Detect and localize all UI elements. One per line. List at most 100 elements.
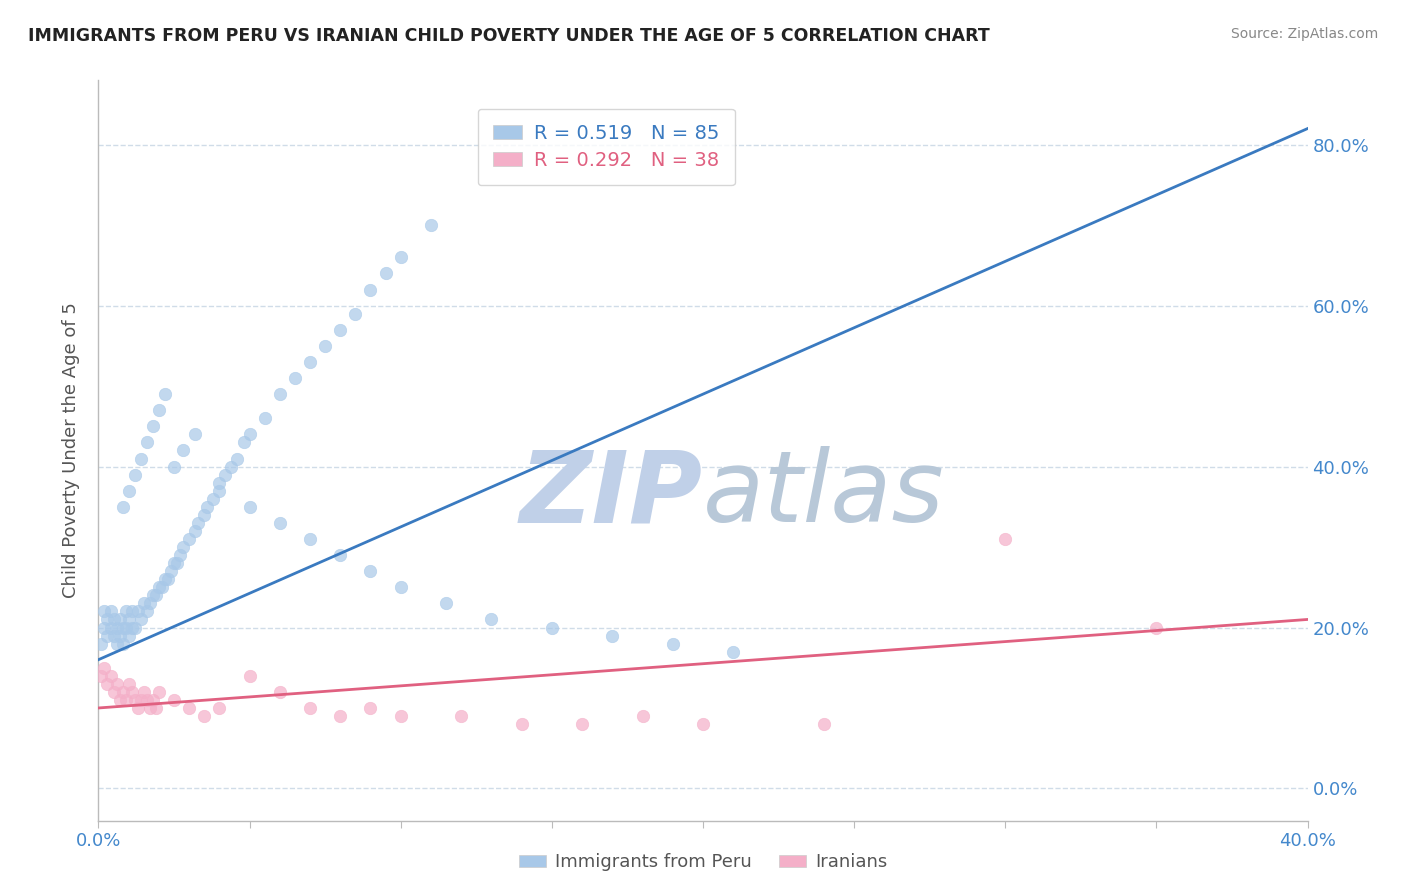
Point [344,307,367,321]
Point [360,283,382,297]
Point [329,323,352,337]
Point [129,451,152,466]
Point [100,669,122,683]
Point [96,677,118,691]
Point [314,339,336,353]
Point [148,580,170,594]
Point [142,693,165,707]
Point [450,709,472,723]
Point [105,677,128,691]
Point [160,564,183,578]
Point [172,443,194,458]
Text: IMMIGRANTS FROM PERU VS IRANIAN CHILD POVERTY UNDER THE AGE OF 5 CORRELATION CHA: IMMIGRANTS FROM PERU VS IRANIAN CHILD PO… [28,27,990,45]
Point [661,637,683,651]
Point [208,483,231,498]
Point [142,588,165,602]
Point [121,685,143,699]
Point [103,612,125,626]
Point [153,572,176,586]
Point [269,685,291,699]
Legend: R = 0.519   N = 85, R = 0.292   N = 38: R = 0.519 N = 85, R = 0.292 N = 38 [478,109,735,186]
Point [179,701,201,715]
Point [114,620,136,634]
Point [90,637,112,651]
Point [111,500,134,514]
Point [214,467,236,482]
Point [145,701,167,715]
Point [253,411,276,425]
Point [132,685,155,699]
Point [187,516,209,530]
Point [129,612,152,626]
Point [111,685,134,699]
Point [153,387,176,401]
Point [299,532,322,546]
Point [420,218,443,232]
Point [111,620,134,634]
Point [93,661,115,675]
Point [360,701,382,715]
Point [163,693,186,707]
Point [239,669,262,683]
Point [139,701,162,715]
Point [239,427,262,442]
Point [284,371,307,385]
Point [269,516,291,530]
Point [90,669,112,683]
Point [184,524,207,538]
Legend: Immigrants from Peru, Iranians: Immigrants from Peru, Iranians [512,847,894,879]
Point [195,500,218,514]
Point [994,532,1017,546]
Point [299,701,322,715]
Point [135,604,157,618]
Point [103,685,125,699]
Text: atlas: atlas [703,446,945,543]
Point [1144,620,1167,634]
Point [481,612,503,626]
Point [239,500,262,514]
Point [374,267,396,281]
Point [127,604,149,618]
Point [132,596,155,610]
Point [100,604,122,618]
Point [389,580,412,594]
Point [150,580,173,594]
Point [124,620,146,634]
Point [96,612,118,626]
Point [360,564,382,578]
Point [118,677,141,691]
Point [114,693,136,707]
Point [434,596,457,610]
Point [105,637,128,651]
Point [202,491,225,506]
Point [93,620,115,634]
Point [148,403,170,417]
Point [96,628,118,642]
Point [129,693,152,707]
Point [93,604,115,618]
Point [692,717,714,731]
Point [193,709,215,723]
Point [269,387,291,401]
Point [389,709,412,723]
Point [166,556,188,570]
Point [121,620,143,634]
Point [163,556,186,570]
Y-axis label: Child Poverty Under the Age of 5: Child Poverty Under the Age of 5 [62,302,80,599]
Point [184,427,207,442]
Point [127,701,149,715]
Point [208,701,231,715]
Point [142,419,165,434]
Point [299,355,322,369]
Point [232,435,254,450]
Point [135,435,157,450]
Point [193,508,215,522]
Text: ZIP: ZIP [520,446,703,543]
Point [179,532,201,546]
Point [169,548,191,562]
Point [813,717,835,731]
Point [103,628,125,642]
Point [100,620,122,634]
Point [329,548,352,562]
Point [156,572,179,586]
